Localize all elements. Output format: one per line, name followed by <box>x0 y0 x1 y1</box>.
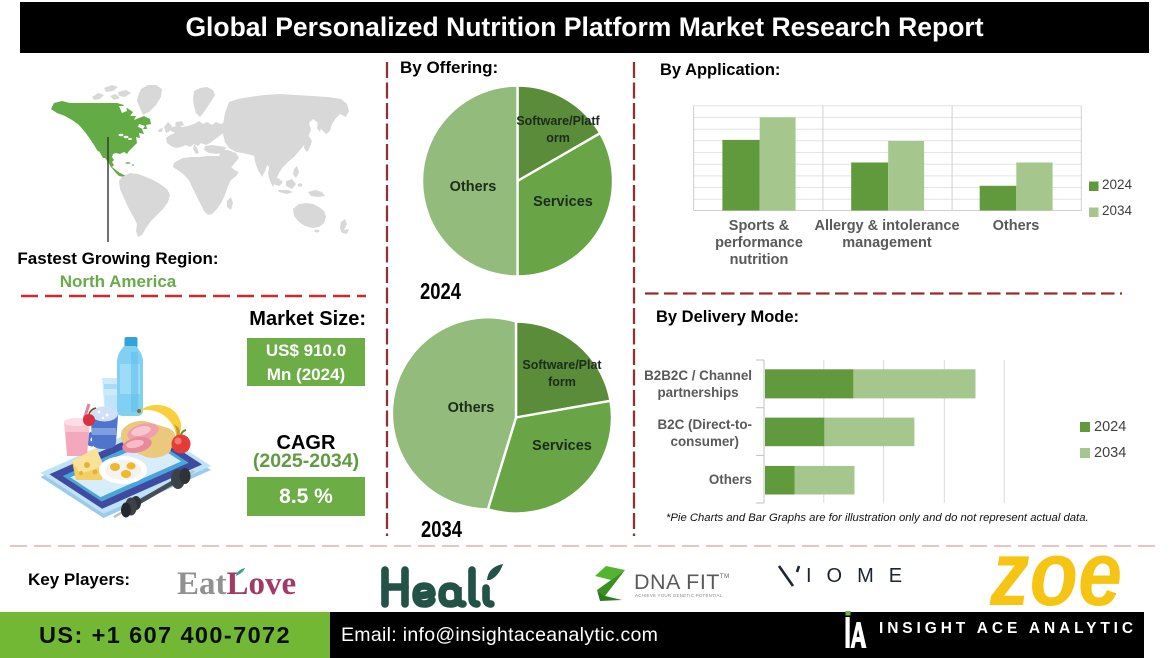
svg-text:zoe: zoe <box>989 540 1122 615</box>
